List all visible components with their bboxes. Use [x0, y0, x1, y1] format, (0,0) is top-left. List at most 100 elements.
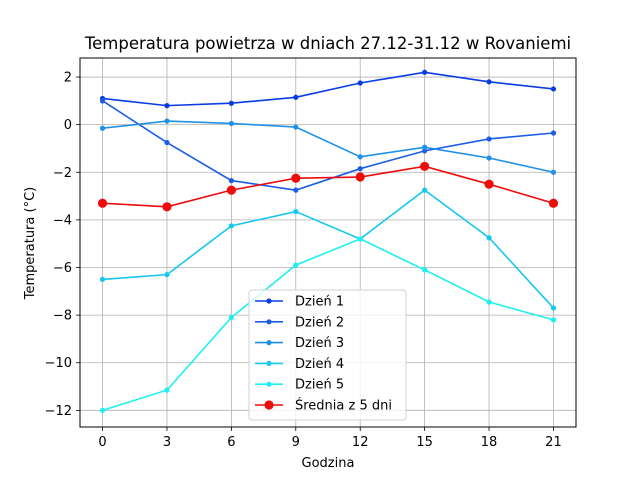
x-tick-label: 15 [416, 435, 433, 450]
x-tick-label: 18 [481, 435, 498, 450]
data-point [162, 202, 172, 212]
data-point [164, 139, 170, 146]
series-line [102, 165, 554, 208]
data-point [99, 407, 106, 413]
x-tick-label: 12 [352, 435, 369, 450]
data-point [422, 267, 428, 273]
data-point [550, 169, 557, 175]
data-point [228, 178, 234, 184]
data-point [486, 299, 492, 305]
y-tick-label: 2 [64, 71, 72, 86]
data-point [357, 80, 363, 86]
series-line [102, 189, 555, 309]
data-point [486, 79, 492, 85]
series-line [102, 120, 554, 174]
data-point [293, 124, 299, 130]
legend-marker [264, 400, 274, 410]
data-point [420, 161, 430, 171]
legend-item: Średnia z 5 dni [255, 398, 392, 414]
legend-marker [266, 319, 272, 325]
legend-marker [266, 298, 272, 304]
data-point [228, 314, 234, 321]
data-point [422, 144, 428, 150]
data-point [484, 179, 494, 189]
y-axis-label: Temperatura (°C) [23, 187, 38, 300]
data-point [226, 185, 236, 195]
y-axis: −12 −10 −8 −6 −4 −2 0 2 [45, 71, 80, 419]
x-tick-label: 0 [98, 435, 106, 450]
data-point [293, 94, 299, 100]
y-tick-label: −12 [45, 404, 72, 419]
data-point [99, 276, 106, 282]
y-tick-label: −10 [45, 356, 72, 371]
legend: Dzień 1 Dzień 2 Dzień 3 Dzień 4 Dzień 5 Średn… [248, 289, 407, 421]
series-6 [97, 161, 559, 212]
data-point [293, 262, 299, 268]
data-point [293, 208, 299, 215]
legend-box [248, 289, 407, 421]
data-point [550, 130, 557, 136]
data-point [486, 136, 492, 142]
legend-label: Dzień 5 [295, 378, 344, 393]
data-point [422, 187, 428, 193]
x-tick-label: 9 [292, 435, 300, 450]
chart-title: Temperatura powietrza w dniach 27.12-31.… [84, 34, 571, 53]
data-point [550, 305, 557, 311]
data-point [228, 120, 234, 127]
data-point [291, 173, 301, 183]
series-line [102, 100, 554, 191]
data-point [164, 387, 170, 393]
y-tick-label: 0 [64, 118, 72, 133]
series-line [102, 71, 554, 107]
data-point [164, 118, 170, 124]
data-point [357, 154, 363, 160]
data-point [97, 198, 108, 208]
data-point [99, 125, 106, 131]
y-tick-label: −8 [53, 309, 72, 324]
data-point [355, 172, 365, 182]
series-3 [99, 118, 557, 175]
series-layer [97, 69, 559, 413]
data-point [357, 236, 363, 242]
legend-item: Dzień 5 [255, 378, 344, 393]
data-point [550, 317, 557, 323]
x-axis: 0 3 6 9 12 15 18 21 [98, 427, 562, 450]
series-2 [99, 98, 557, 193]
legend-marker [266, 381, 272, 387]
data-point [99, 98, 106, 104]
legend-item: Dzień 4 [255, 357, 344, 372]
series-5 [99, 236, 557, 413]
x-tick-label: 6 [227, 435, 235, 450]
plot-frame [79, 57, 577, 428]
legend-item: Dzień 2 [255, 315, 344, 330]
legend-item: Dzień 3 [255, 336, 344, 351]
x-tick-label: 3 [163, 435, 171, 450]
legend-marker [266, 360, 272, 366]
x-tick-label: 21 [545, 435, 562, 450]
data-point [486, 235, 492, 241]
data-point [422, 69, 428, 75]
data-point [357, 166, 363, 172]
grid [80, 58, 576, 427]
legend-label: Średnia z 5 dni [295, 398, 392, 414]
legend-label: Dzień 4 [295, 357, 344, 372]
data-point [228, 100, 234, 106]
series-1 [99, 69, 557, 109]
data-point [422, 148, 428, 154]
y-tick-label: −6 [53, 261, 72, 276]
data-point [164, 272, 170, 278]
data-point [486, 155, 492, 161]
legend-label: Dzień 3 [295, 336, 344, 351]
y-tick-label: −4 [53, 213, 72, 228]
data-point [164, 103, 170, 109]
series-line [102, 238, 554, 412]
y-tick-label: −2 [53, 166, 72, 181]
data-point [548, 198, 559, 208]
data-point [293, 187, 299, 193]
legend-item: Dzień 1 [255, 295, 344, 310]
legend-marker [266, 340, 272, 346]
x-axis-label: Godzina [302, 456, 355, 471]
data-point [228, 223, 234, 229]
data-point [550, 86, 557, 92]
